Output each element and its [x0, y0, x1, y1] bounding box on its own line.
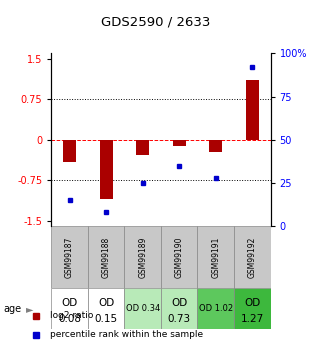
Bar	[124, 288, 161, 329]
Text: percentile rank within the sample: percentile rank within the sample	[50, 330, 203, 339]
Bar	[197, 288, 234, 329]
Text: OD: OD	[244, 298, 260, 307]
Bar	[173, 140, 186, 146]
Text: OD 0.34: OD 0.34	[126, 304, 160, 313]
Bar	[161, 226, 197, 288]
Text: 1.27: 1.27	[241, 314, 264, 324]
Text: OD: OD	[62, 298, 78, 307]
Text: GSM99188: GSM99188	[102, 236, 111, 278]
Bar	[51, 226, 88, 288]
Bar	[246, 80, 259, 140]
Text: GSM99189: GSM99189	[138, 236, 147, 278]
Text: GSM99190: GSM99190	[175, 236, 184, 278]
Text: ►: ►	[26, 304, 34, 314]
Bar	[100, 140, 113, 199]
Bar	[197, 226, 234, 288]
Text: OD: OD	[98, 298, 114, 307]
Bar	[88, 288, 124, 329]
Text: 0.08: 0.08	[58, 314, 81, 324]
Bar	[124, 226, 161, 288]
Text: GSM99192: GSM99192	[248, 236, 257, 278]
Text: age: age	[3, 304, 21, 314]
Bar	[51, 288, 88, 329]
Text: OD: OD	[171, 298, 187, 307]
Bar	[209, 140, 222, 151]
Text: GSM99187: GSM99187	[65, 236, 74, 278]
Text: log2 ratio: log2 ratio	[50, 311, 93, 320]
Bar	[234, 288, 271, 329]
Text: OD 1.02: OD 1.02	[199, 304, 233, 313]
Bar	[234, 226, 271, 288]
Bar	[88, 226, 124, 288]
Bar	[63, 140, 76, 162]
Text: GSM99191: GSM99191	[211, 236, 220, 278]
Text: 0.15: 0.15	[95, 314, 118, 324]
Bar	[161, 288, 197, 329]
Text: 0.73: 0.73	[168, 314, 191, 324]
Text: GDS2590 / 2633: GDS2590 / 2633	[101, 16, 210, 29]
Bar	[136, 140, 149, 155]
